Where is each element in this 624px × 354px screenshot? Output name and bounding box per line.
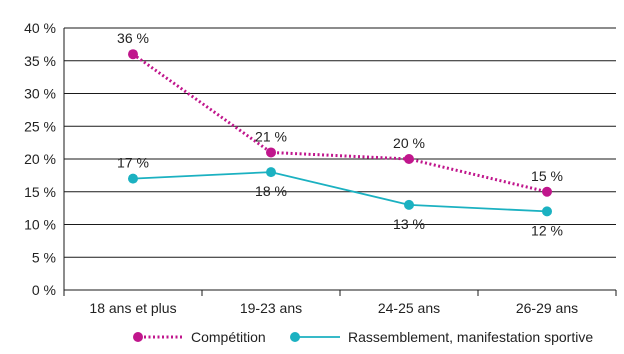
- y-tick-label: 0 %: [32, 282, 56, 298]
- x-tick-label: 24-25 ans: [378, 300, 440, 316]
- legend-label: Rassemblement, manifestation sportive: [348, 329, 593, 345]
- series-line: [132, 52, 548, 194]
- y-tick-label: 30 %: [24, 86, 56, 102]
- data-label: 21 %: [255, 128, 287, 144]
- legend-marker: [133, 332, 143, 342]
- data-label: 36 %: [117, 30, 149, 46]
- y-tick-label: 20 %: [24, 151, 56, 167]
- x-tick-label: 19-23 ans: [240, 300, 302, 316]
- legend-label: Compétition: [191, 329, 266, 345]
- data-label: 13 %: [393, 216, 425, 232]
- data-point: [266, 167, 276, 178]
- y-tick-label: 40 %: [24, 20, 56, 36]
- data-label: 18 %: [255, 183, 287, 199]
- data-labels: 36 % 21 % 20 % 15 % 17 % 18 % 13 % 12 %: [117, 30, 563, 238]
- gridlines: [64, 27, 616, 258]
- series-layer: [128, 49, 552, 217]
- x-tick-label: 18 ans et plus: [89, 300, 176, 316]
- y-tick-label: 5 %: [32, 249, 56, 265]
- data-point: [404, 154, 414, 164]
- y-tick-label: 10 %: [24, 217, 56, 233]
- y-axis-tick-labels: 0 % 5 % 10 % 15 % 20 % 25 % 30 % 35 % 40 %: [24, 20, 56, 298]
- data-label: 20 %: [393, 135, 425, 151]
- y-tick-label: 15 %: [24, 184, 56, 200]
- x-tick-label: 26-29 ans: [516, 300, 578, 316]
- data-point: [542, 186, 552, 197]
- axes: [63, 28, 617, 296]
- data-point: [128, 173, 138, 184]
- data-point: [128, 49, 138, 60]
- data-point: [404, 199, 414, 210]
- x-axis-category-labels: 18 ans et plus 19-23 ans 24-25 ans 26-29 an…: [89, 300, 578, 316]
- legend: Compétition Rassemblement, manifestation …: [133, 329, 593, 345]
- data-point: [542, 206, 552, 217]
- data-label: 12 %: [531, 222, 563, 238]
- data-point: [266, 147, 276, 158]
- y-tick-label: 35 %: [24, 53, 56, 69]
- y-tick-label: 25 %: [24, 118, 56, 134]
- series-line: [132, 171, 548, 213]
- legend-marker: [290, 332, 300, 342]
- data-label: 17 %: [117, 155, 149, 171]
- data-label: 15 %: [531, 168, 563, 184]
